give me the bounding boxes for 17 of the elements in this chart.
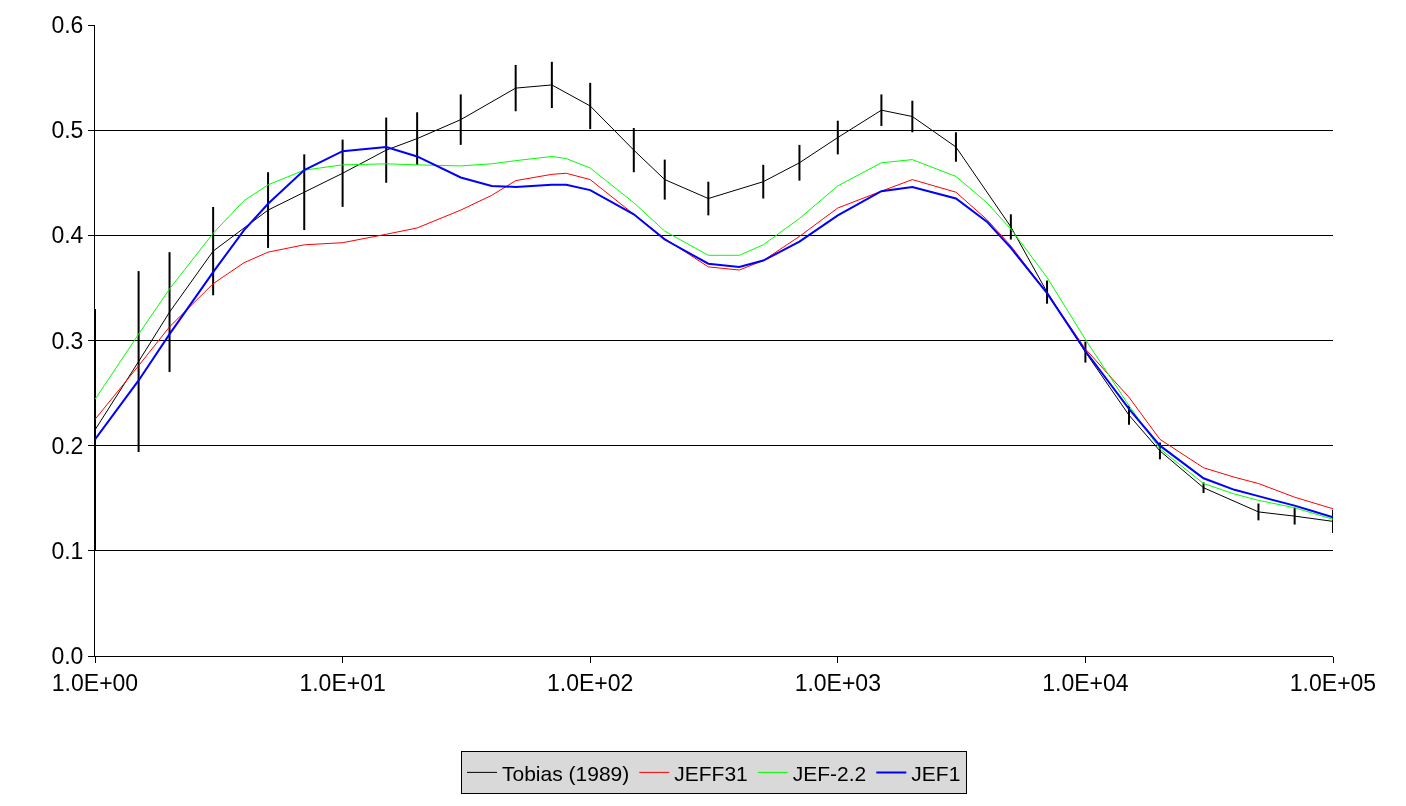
y-tick-label: 0.5 <box>51 117 84 144</box>
x-tick-label: 1.0E+03 <box>794 669 881 696</box>
legend-label: JEF-2.2 <box>792 761 867 785</box>
y-tick-label: 0.3 <box>51 327 84 354</box>
y-tick-label: 0.2 <box>51 432 84 459</box>
x-tick-label: 1.0E+00 <box>51 669 139 696</box>
x-tick-label: 1.0E+04 <box>1042 669 1129 696</box>
legend-label: JEFF31 <box>674 761 748 785</box>
x-tick-label: 1.0E+02 <box>547 669 634 696</box>
y-tick-label: 0.4 <box>51 222 84 249</box>
y-tick-label: 0.0 <box>51 643 84 670</box>
y-tick-label: 0.1 <box>51 537 84 564</box>
x-tick-label: 1.0E+05 <box>1289 669 1377 696</box>
x-tick-label: 1.0E+01 <box>299 669 386 696</box>
legend-label: Tobias (1989) <box>502 761 630 785</box>
y-tick-label: 0.6 <box>51 12 84 39</box>
legend-label: JEF1 <box>911 761 961 785</box>
